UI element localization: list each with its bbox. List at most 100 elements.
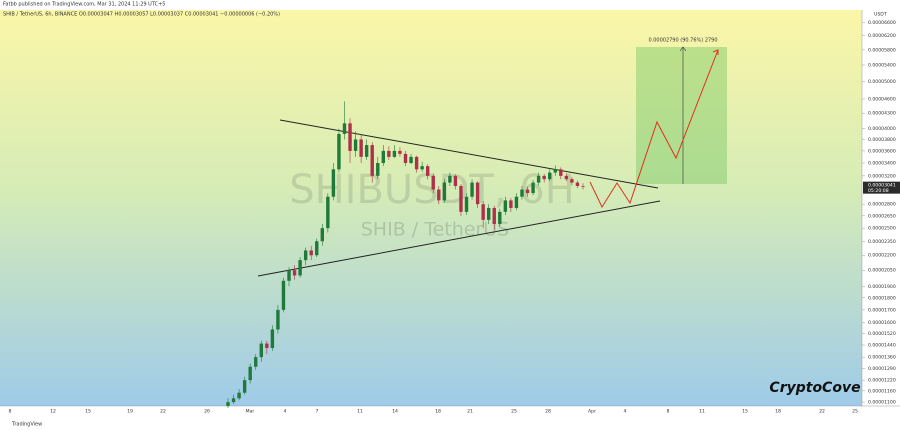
candle-body bbox=[437, 189, 441, 201]
y-tick-label: 0.00001700 bbox=[868, 307, 896, 313]
candle-body bbox=[414, 156, 419, 170]
x-tick-label: 14 bbox=[392, 409, 398, 415]
candle-body bbox=[254, 357, 258, 367]
y-tick-label: 0.00003600 bbox=[868, 148, 896, 154]
candle-body bbox=[475, 182, 480, 205]
x-tick-label: 8 bbox=[667, 409, 670, 415]
candle-body bbox=[392, 150, 397, 157]
x-tick-label: Apr bbox=[588, 409, 596, 415]
x-tick-label: 7 bbox=[316, 409, 319, 415]
y-tick-label: 0.00001360 bbox=[868, 355, 896, 361]
x-tick-label: 11 bbox=[699, 409, 705, 415]
target-box bbox=[636, 47, 727, 184]
candle-body bbox=[425, 166, 430, 176]
candle-body bbox=[320, 228, 324, 242]
x-tick-label: 21 bbox=[467, 409, 473, 415]
countdown: 05:20:08 bbox=[868, 188, 889, 194]
candle-body bbox=[492, 207, 496, 224]
y-tick-label: 0.00004600 bbox=[868, 96, 896, 102]
candle-body bbox=[242, 380, 247, 393]
y-tick-label: 0.00002350 bbox=[868, 239, 896, 245]
y-tick-label: 0.00001220 bbox=[868, 378, 896, 384]
candle-body bbox=[359, 139, 363, 157]
candle-body bbox=[520, 189, 524, 197]
candle-body bbox=[481, 204, 485, 220]
legend: SHIB / TetherUS, 6h, BINANCE O0.00003047… bbox=[3, 12, 280, 18]
x-tick-label: 25 bbox=[852, 409, 858, 415]
y-tick-label: 0.00002500 bbox=[868, 226, 896, 232]
candle-body bbox=[459, 186, 463, 212]
candle-body bbox=[353, 139, 358, 151]
candle-body bbox=[248, 366, 252, 381]
candle-body bbox=[564, 175, 569, 180]
x-tick-label: 4 bbox=[624, 409, 627, 415]
y-tick-label: 0.00003800 bbox=[868, 137, 896, 143]
candle-body bbox=[276, 309, 280, 330]
candle-body bbox=[420, 166, 424, 170]
y-tick-label: 0.00001100 bbox=[868, 400, 896, 406]
x-tick-label: 11 bbox=[357, 409, 363, 415]
candle-body bbox=[398, 150, 402, 154]
candle-body bbox=[553, 169, 557, 173]
y-tick-label: 0.00005400 bbox=[868, 62, 896, 68]
candle-body bbox=[309, 250, 313, 256]
candle-body bbox=[431, 175, 435, 190]
y-tick-label: 0.00001900 bbox=[868, 284, 896, 290]
candle-body bbox=[364, 145, 369, 157]
candle-body bbox=[453, 175, 458, 187]
candle-body bbox=[331, 169, 336, 197]
y-tick-label: 0.00004000 bbox=[868, 126, 896, 132]
x-tick-label: 8 bbox=[9, 409, 12, 415]
candle-body bbox=[503, 200, 508, 212]
y-tick-label: 0.00006200 bbox=[868, 33, 896, 39]
y-tick-label: 0.00002650 bbox=[868, 213, 896, 219]
currency: USDT bbox=[874, 12, 887, 18]
y-tick-label: 0.00002800 bbox=[868, 202, 896, 208]
y-tick-label: 0.00001600 bbox=[868, 320, 896, 326]
x-tick-label: 12 bbox=[50, 409, 56, 415]
projection-arrow-head bbox=[712, 49, 719, 55]
x-tick-label: 15 bbox=[742, 409, 748, 415]
lower-trendline bbox=[257, 200, 661, 277]
candle-body bbox=[231, 398, 236, 403]
y-tick-label: 0.00002200 bbox=[868, 253, 896, 259]
y-tick-label: 0.00001290 bbox=[868, 366, 896, 372]
y-tick-label: 0.00005800 bbox=[868, 47, 896, 53]
candle-body bbox=[470, 182, 474, 197]
projection-path bbox=[589, 49, 719, 209]
x-tick-label: 22 bbox=[819, 409, 825, 415]
x-tick-label: 15 bbox=[85, 409, 91, 415]
y-tick-label: 0.00002050 bbox=[868, 268, 896, 274]
candle-body bbox=[498, 211, 502, 224]
candle-body bbox=[226, 402, 230, 406]
candle-body bbox=[409, 156, 413, 164]
candle-body bbox=[265, 343, 269, 349]
y-tick-label: 0.00001440 bbox=[868, 343, 896, 349]
y-tick-label: 0.00004300 bbox=[868, 111, 896, 117]
signature: CryptoCove bbox=[769, 380, 860, 396]
y-tick-label: 0.00005000 bbox=[868, 79, 896, 85]
y-tick-label: 0.00003400 bbox=[868, 161, 896, 167]
candle-body bbox=[403, 153, 408, 164]
candle-body bbox=[536, 175, 541, 183]
target-arrow-head bbox=[679, 46, 687, 52]
candle-body bbox=[509, 200, 513, 208]
candle-body bbox=[548, 172, 552, 180]
y-tick-label: 0.00001800 bbox=[868, 295, 896, 301]
candle-body bbox=[298, 260, 302, 276]
x-tick-label: 19 bbox=[127, 409, 133, 415]
candle-body bbox=[542, 175, 546, 180]
candle-body bbox=[337, 133, 341, 170]
candle-body bbox=[292, 270, 297, 276]
candle-body bbox=[581, 186, 585, 187]
x-tick-label: 4 bbox=[284, 409, 287, 415]
candle-body bbox=[464, 196, 469, 212]
candle-body bbox=[315, 241, 319, 256]
y-tick-label: 0.00003200 bbox=[868, 173, 896, 179]
x-tick-label: 22 bbox=[160, 409, 166, 415]
watermark-subtitle: SHIB / TetherUS bbox=[361, 219, 510, 241]
target-annotation: 0.00002790 (90.76%) 2790 bbox=[648, 38, 717, 44]
candle-body bbox=[270, 329, 275, 349]
candle-body bbox=[487, 207, 491, 220]
